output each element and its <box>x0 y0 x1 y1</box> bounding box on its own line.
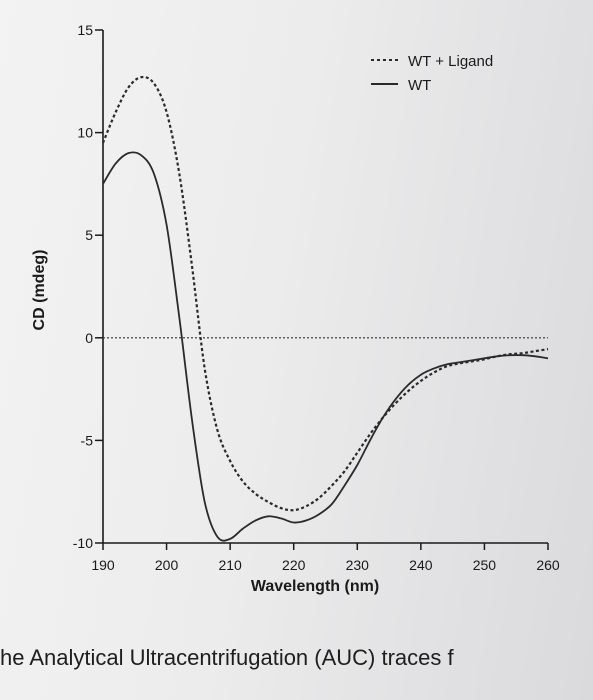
y-axis-title: CD (mdeg) <box>31 250 48 331</box>
cd-spectrum-chart: -10 -5 0 5 10 15 190 200 210 220 230 240 250 260 CD … <box>31 22 560 595</box>
y-tick-label: 5 <box>85 227 93 243</box>
legend-label-wt: WT <box>408 77 431 94</box>
y-tick-label: -10 <box>73 535 93 551</box>
x-ticks: 190 200 210 220 230 240 250 260 <box>91 543 560 573</box>
legend-entry-wt: WT <box>371 77 431 94</box>
x-tick-label: 230 <box>346 557 370 573</box>
x-tick-label: 250 <box>473 557 497 573</box>
axes <box>102 30 548 544</box>
y-tick-label: 10 <box>77 125 93 141</box>
x-tick-label: 240 <box>409 557 433 573</box>
y-tick-label: -5 <box>81 432 94 448</box>
x-tick-label: 220 <box>282 557 306 573</box>
x-axis-title: Wavelength (nm) <box>251 578 379 595</box>
caption-text: he Analytical Ultracentrifugation (AUC) … <box>0 645 454 670</box>
x-tick-label: 190 <box>91 557 115 573</box>
legend-entry-wt-ligand: WT + Ligand <box>371 53 493 70</box>
x-tick-label: 210 <box>218 557 242 573</box>
y-ticks: -10 -5 0 5 10 15 <box>73 22 103 551</box>
y-tick-label: 0 <box>85 330 93 346</box>
series-line-wt <box>102 151 549 542</box>
x-tick-label: 260 <box>536 557 560 573</box>
y-tick-label: 15 <box>77 22 93 38</box>
legend-label-wt-ligand: WT + Ligand <box>408 53 493 70</box>
series-line-wt-ligand <box>101 75 549 512</box>
legend: WT + Ligand WT <box>371 53 493 94</box>
x-tick-label: 200 <box>155 557 179 573</box>
series-layer <box>101 75 549 542</box>
